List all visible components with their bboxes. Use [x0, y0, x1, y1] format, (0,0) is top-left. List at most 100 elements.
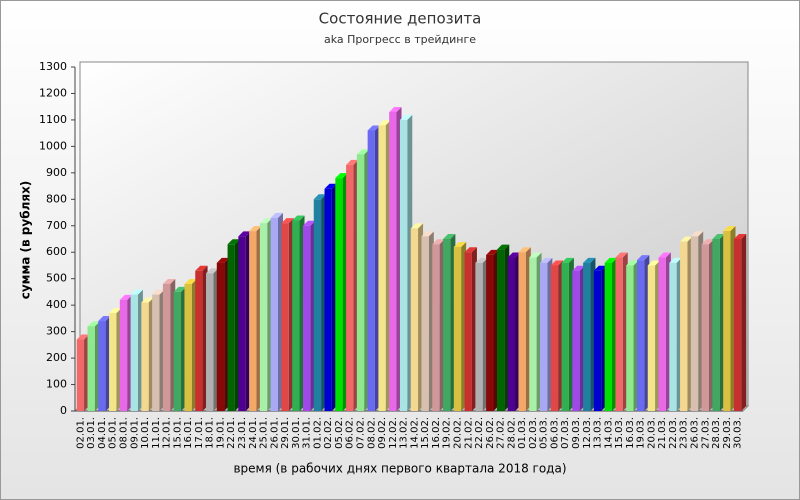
bar [399, 114, 413, 411]
bar [356, 149, 370, 412]
bar-top [680, 236, 693, 242]
x-tick-label: 02.03. [528, 417, 539, 449]
bar-top [184, 278, 197, 284]
bar [572, 265, 585, 411]
bar-front [378, 125, 386, 411]
bar [119, 294, 133, 411]
bar-front [561, 262, 569, 411]
bar-front [281, 223, 289, 411]
bar-front [701, 244, 709, 411]
bar-front [712, 239, 720, 411]
x-tick-label: 01.03. [517, 417, 528, 449]
bar [281, 218, 294, 411]
bar-top [486, 249, 499, 255]
bar-front [680, 241, 688, 411]
bar-top [421, 231, 434, 237]
bar [216, 257, 230, 411]
x-tick-label: 16.03. [625, 417, 636, 449]
x-tick-label: 01.02. [312, 417, 323, 449]
x-tick-label: 17.01. [194, 417, 205, 449]
x-tick-label: 14.02. [409, 417, 420, 449]
x-tick-label: 31.01. [302, 417, 313, 449]
x-tick-label: 19.01. [215, 417, 226, 449]
bar-top [690, 231, 704, 237]
bar-front [206, 273, 214, 411]
bar [76, 334, 90, 411]
bar [518, 247, 531, 411]
x-tick-label: 13.03. [593, 417, 604, 449]
bar-front [141, 302, 149, 411]
bar [227, 239, 240, 411]
bar-front [162, 283, 171, 411]
bar-top [249, 226, 262, 232]
bar [486, 249, 499, 411]
x-tick-label: 26.01. [269, 417, 280, 449]
bar-front [550, 265, 559, 411]
bar-front [346, 164, 354, 411]
x-tick-label: 13.02. [399, 417, 410, 449]
bar [206, 268, 219, 411]
bar-top [701, 239, 714, 245]
x-tick-label: 21.03. [657, 417, 668, 449]
bar-front [723, 231, 731, 411]
bar [259, 218, 273, 411]
x-tick-label: 28.02. [506, 417, 517, 449]
x-tick-label: 22.02. [474, 417, 485, 449]
bar-top [109, 308, 122, 314]
chart-title: Состояние депозита [319, 10, 482, 28]
bar-front [130, 294, 138, 411]
bar-top [496, 244, 510, 250]
bar [270, 212, 283, 411]
bar [680, 236, 693, 411]
bar-top [216, 257, 230, 263]
bar-top [464, 247, 477, 253]
bar-top [259, 218, 273, 224]
bar-top [356, 149, 370, 155]
x-tick-label: 05.01. [108, 417, 119, 449]
bar [410, 223, 424, 411]
bar-front [475, 262, 483, 411]
bar-front [227, 244, 235, 411]
bar [173, 286, 187, 411]
y-tick-label: 700 [46, 219, 67, 232]
bar [443, 234, 456, 411]
bar-top [119, 294, 133, 300]
bar-front [367, 130, 375, 411]
bar [690, 231, 704, 411]
bar [184, 278, 197, 411]
x-tick-label: 09.03. [571, 417, 582, 449]
bar-top [733, 234, 747, 239]
bar [593, 265, 607, 411]
bar-top [76, 334, 90, 340]
bar-top [615, 252, 628, 258]
x-tick-label: 15.02. [420, 417, 431, 449]
bar-front [453, 246, 462, 411]
x-tick-label: 06.03. [549, 417, 560, 449]
bar [658, 252, 671, 411]
bar-top [292, 215, 305, 221]
x-tick-label: 07.02. [356, 417, 367, 449]
bar [529, 252, 542, 411]
x-tick-label: 06.02. [345, 417, 356, 449]
bar [421, 231, 434, 411]
y-tick-label: 1000 [39, 139, 67, 152]
bar-top [367, 125, 380, 131]
bar-top [529, 252, 542, 258]
bar [712, 234, 725, 411]
x-tick-label: 27.03. [700, 417, 711, 449]
bar [152, 289, 165, 411]
bar-top [324, 183, 337, 189]
x-tick-label: 07.03. [560, 417, 571, 449]
y-tick-label: 1100 [39, 113, 67, 126]
bar-front [486, 254, 494, 411]
bar [583, 257, 596, 411]
x-tick-label: 27.02. [496, 417, 507, 449]
bar-front [76, 339, 85, 411]
bar-front [540, 262, 548, 411]
bar-front [690, 236, 699, 411]
bar [346, 159, 359, 411]
x-tick-label: 21.02. [463, 417, 474, 449]
bar [733, 234, 747, 411]
bar-front [636, 260, 645, 411]
